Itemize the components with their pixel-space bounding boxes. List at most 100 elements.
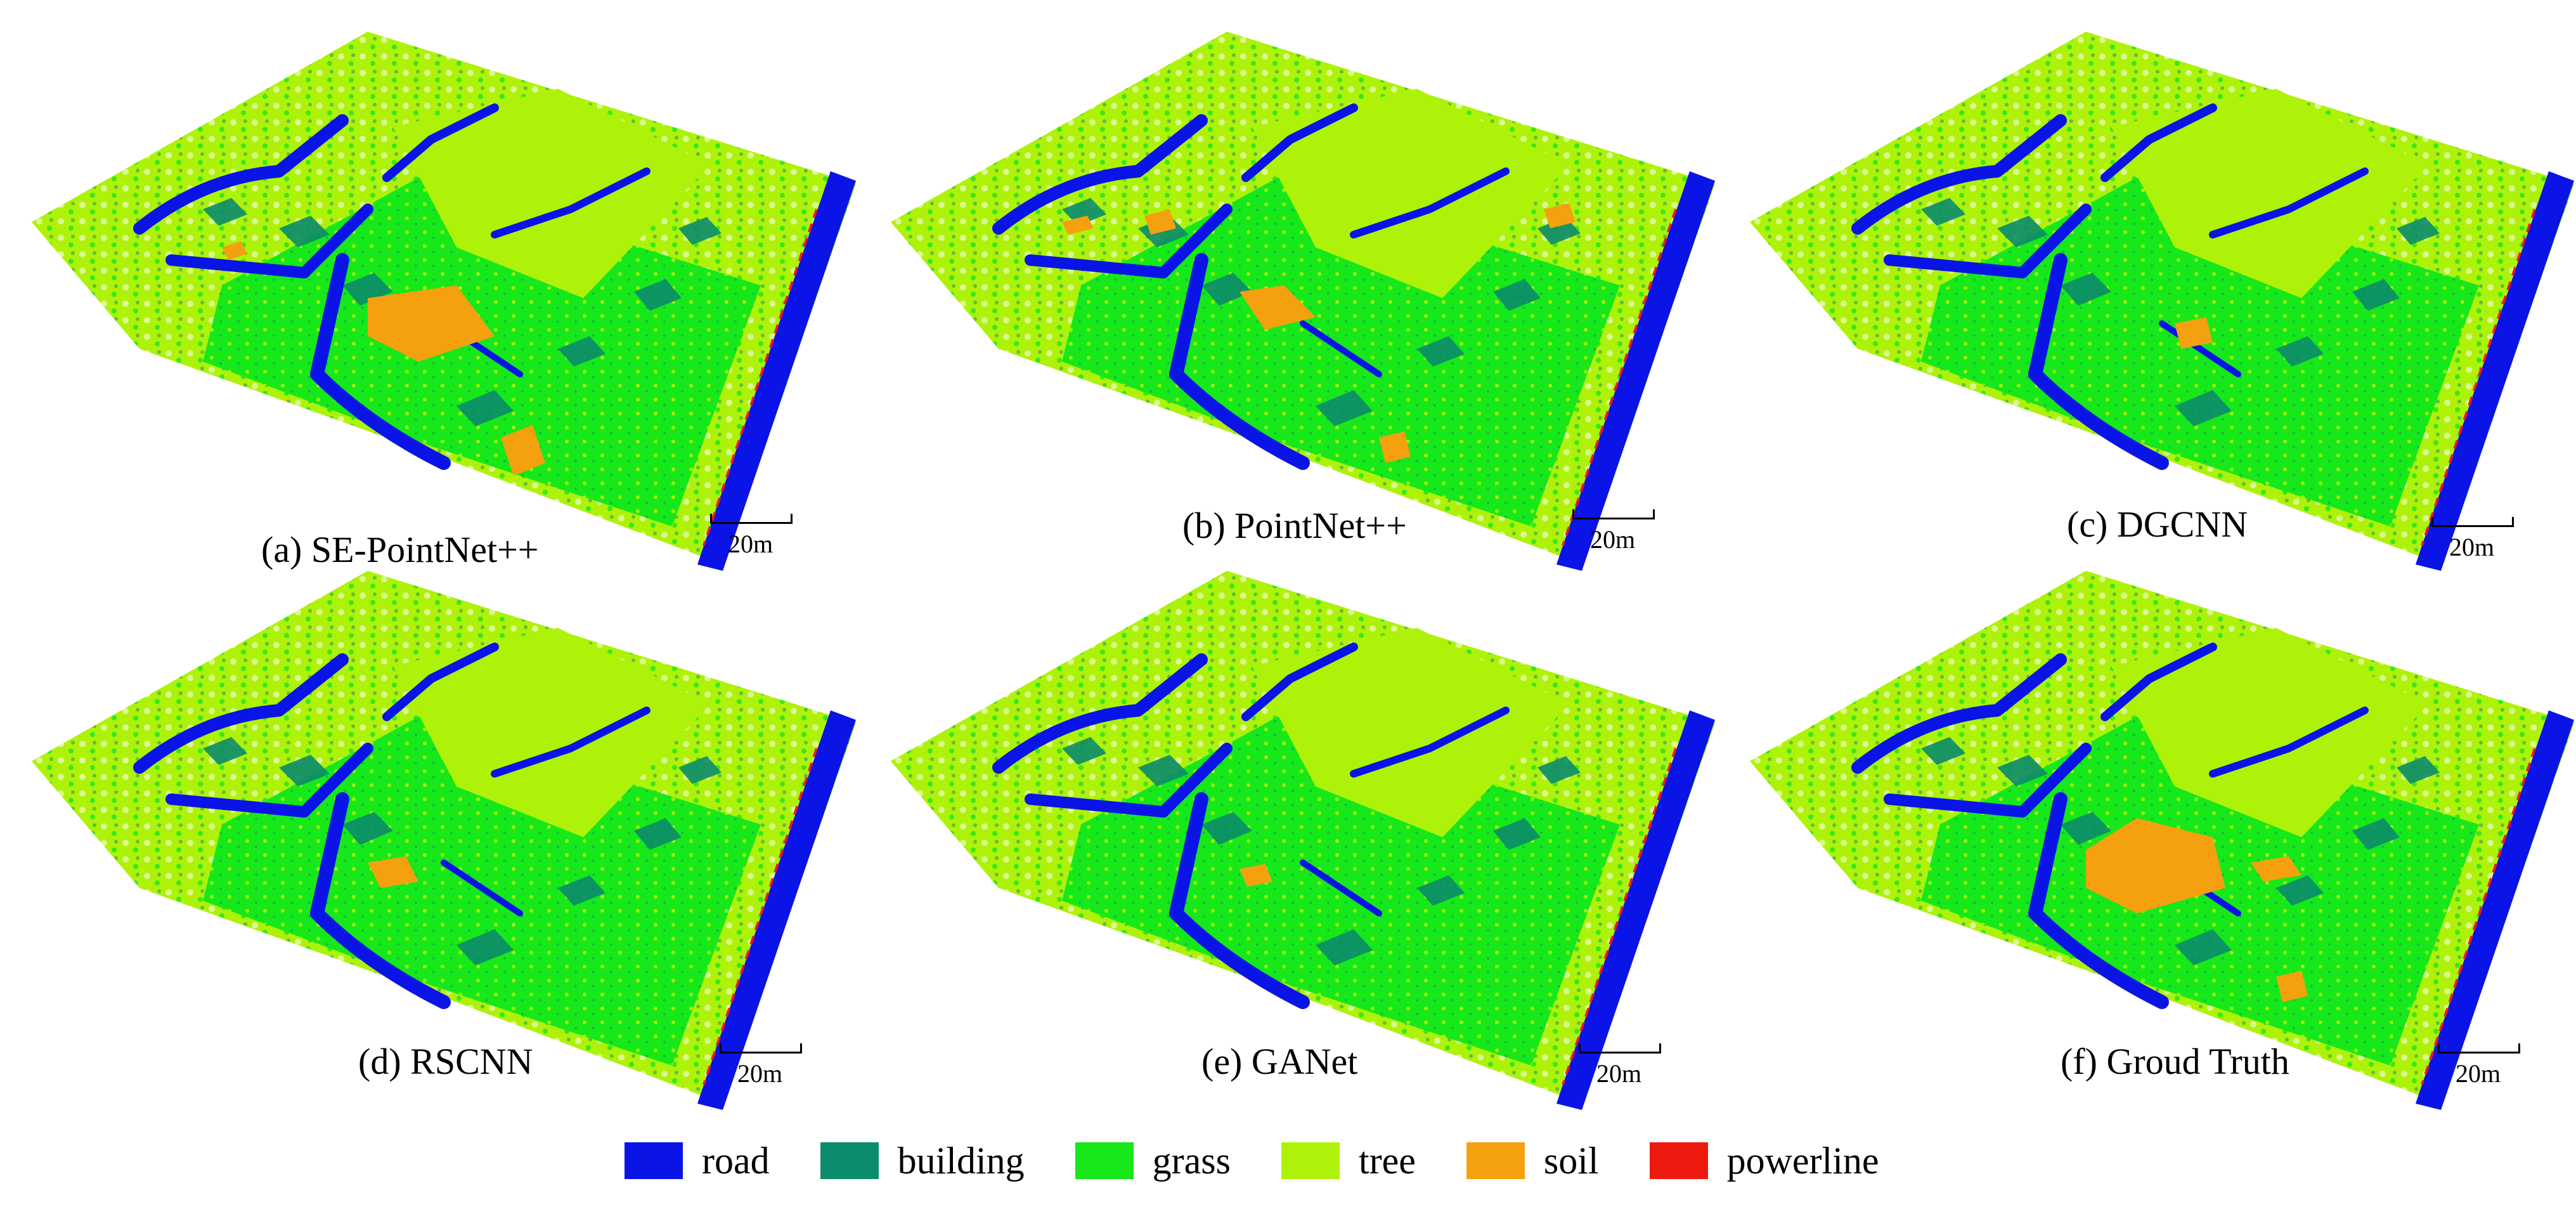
- scale-bar: 20m: [1572, 509, 1661, 560]
- legend-item-grass: grass: [1075, 1139, 1231, 1183]
- legend-item-powerline: powerline: [1649, 1139, 1879, 1183]
- soil-patch: [1239, 864, 1272, 887]
- scale-bar: 20m: [710, 514, 799, 564]
- legend-swatch: [1649, 1142, 1708, 1179]
- soil-patch: [222, 241, 247, 260]
- open-field: [393, 89, 710, 298]
- roads: [1851, 643, 2369, 1009]
- point-cloud-render: [1750, 571, 2574, 1110]
- roadside-strip: [1557, 171, 1715, 571]
- soil-patch: [1379, 431, 1411, 463]
- panel-caption: (e) GANet: [1201, 1041, 1358, 1082]
- powerline: [2421, 748, 2536, 1085]
- legend-item-tree: tree: [1281, 1139, 1416, 1183]
- legend-swatch: [1075, 1142, 1134, 1179]
- scale-bar-label: 20m: [737, 1059, 783, 1088]
- soil-patches: [1239, 864, 1272, 887]
- scale-bar-label: 20m: [1596, 1059, 1642, 1088]
- panel-caption: (c) DGCNN: [2067, 504, 2248, 545]
- scale-bar-line: [720, 1043, 802, 1054]
- buildings: [203, 737, 722, 965]
- panel-caption: (d) RSCNN: [358, 1041, 533, 1082]
- legend-label: tree: [1358, 1139, 1416, 1182]
- soil-patch: [2086, 818, 2225, 913]
- soil-patch: [2251, 856, 2301, 882]
- panel-caption: (b) PointNet++: [1182, 505, 1407, 546]
- soil-patch: [2175, 317, 2213, 349]
- roadside-strip: [697, 171, 856, 571]
- soil-patch: [1544, 203, 1576, 228]
- soil-patches: [1062, 203, 1576, 463]
- panel-caption: (a) SE-PointNet++: [261, 529, 539, 570]
- scale-bar: 20m: [720, 1043, 808, 1094]
- powerline: [702, 748, 818, 1085]
- soil-patches: [222, 241, 545, 476]
- segmentation-panel-c: (c) DGCNN 20m: [1731, 19, 2576, 577]
- powerline: [702, 209, 818, 546]
- soil-patch: [1144, 209, 1176, 235]
- scale-bar: 20m: [1579, 1043, 1667, 1094]
- roads: [133, 103, 650, 470]
- scale-bar: 20m: [2438, 1043, 2527, 1094]
- roadside-strip: [697, 710, 856, 1110]
- legend-swatch: [1466, 1142, 1525, 1179]
- soil-patches: [2175, 317, 2213, 349]
- buildings: [1921, 737, 2440, 965]
- scale-bar-label: 20m: [2456, 1059, 2501, 1088]
- legend-item-road: road: [625, 1139, 770, 1183]
- segmentation-panel-e: (e) GANet 20m: [872, 558, 1721, 1116]
- soil-patch: [1239, 285, 1316, 330]
- legend-label: soil: [1543, 1139, 1599, 1182]
- legend: road building grass tree soil powerline: [625, 1138, 1879, 1183]
- scale-bar-label: 20m: [1590, 525, 1636, 554]
- panel-caption: (f) Groud Truth: [2061, 1041, 2289, 1082]
- buildings: [203, 198, 722, 426]
- segmentation-panel-d: (d) RSCNN 20m: [13, 558, 862, 1116]
- legend-label: road: [702, 1139, 770, 1182]
- powerline: [2421, 209, 2536, 546]
- buildings: [1062, 737, 1581, 965]
- roadside-strip: [2416, 710, 2574, 1110]
- powerline: [1562, 748, 1677, 1085]
- roads: [992, 643, 1510, 1009]
- segmentation-panel-a: (a) SE-PointNet++ 20m: [13, 19, 862, 577]
- roadside-strip: [1557, 710, 1715, 1110]
- open-field: [1252, 628, 1569, 837]
- legend-label: building: [897, 1139, 1025, 1182]
- segmentation-panel-f: (f) Groud Truth 20m: [1731, 558, 2576, 1116]
- roads: [992, 103, 1510, 470]
- segmentation-panel-b: (b) PointNet++ 20m: [872, 19, 1721, 577]
- legend-item-building: building: [820, 1139, 1025, 1183]
- scale-bar-label: 20m: [728, 530, 773, 558]
- open-field: [2111, 89, 2428, 298]
- point-cloud-render: [32, 32, 856, 571]
- scale-bar-line: [710, 514, 793, 524]
- roads: [1851, 103, 2369, 470]
- soil-patch: [368, 856, 418, 888]
- scale-bar-line: [1572, 509, 1655, 519]
- roadside-strip: [2416, 171, 2574, 571]
- point-cloud-render: [891, 32, 1715, 571]
- legend-label: grass: [1152, 1139, 1231, 1182]
- point-cloud-render: [32, 571, 856, 1110]
- legend-swatch: [625, 1142, 683, 1179]
- open-field: [1252, 89, 1569, 298]
- open-field: [2111, 628, 2428, 837]
- legend-label: powerline: [1726, 1139, 1879, 1182]
- scale-bar-label: 20m: [2449, 533, 2495, 561]
- scale-bar-line: [1579, 1043, 1661, 1054]
- legend-swatch: [1281, 1142, 1340, 1179]
- point-cloud-render: [1750, 32, 2574, 571]
- soil-patch: [368, 285, 495, 362]
- point-cloud-render: [891, 571, 1715, 1110]
- scale-bar-line: [2438, 1043, 2520, 1054]
- legend-item-soil: soil: [1466, 1139, 1599, 1183]
- scale-bar: 20m: [2431, 517, 2520, 568]
- soil-patches: [2086, 818, 2308, 1002]
- soil-patch: [2276, 970, 2308, 1002]
- scale-bar-line: [2431, 517, 2514, 527]
- soil-patch: [501, 425, 545, 476]
- soil-patch: [1062, 216, 1094, 235]
- open-field: [393, 628, 710, 837]
- buildings: [1921, 198, 2440, 426]
